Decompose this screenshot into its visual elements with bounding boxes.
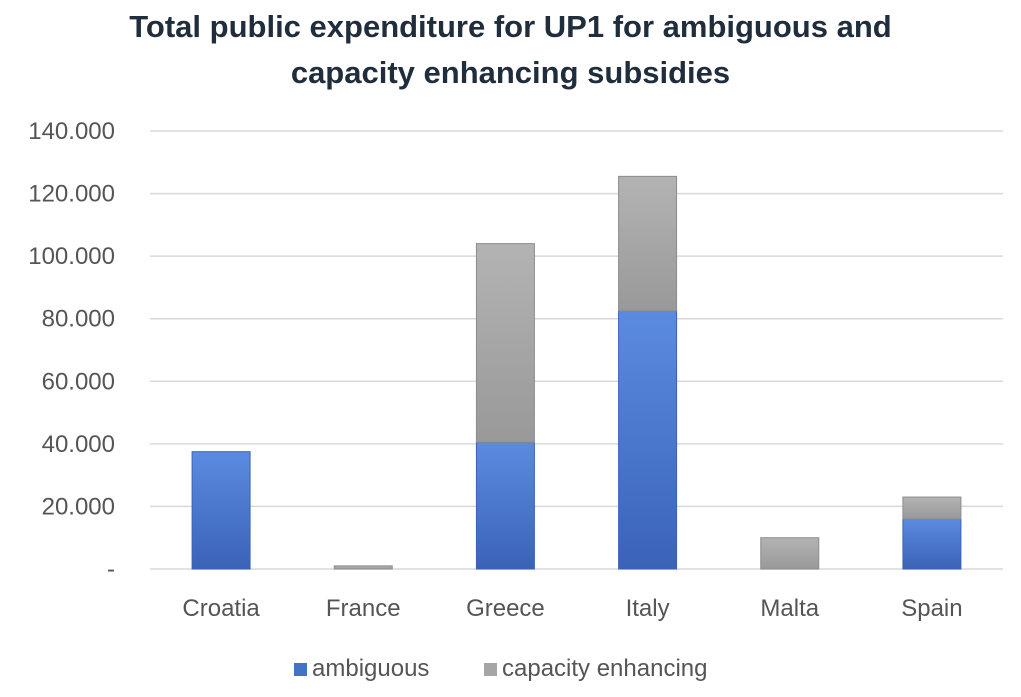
y-tick-label: 40.000 [42,431,115,458]
x-tick-label: France [326,595,401,622]
bar-capacity-enhancing-italy [618,175,678,312]
legend-label: ambiguous [312,655,429,682]
y-tick-label: 140.000 [28,118,115,145]
bar-capacity-enhancing-malta [760,537,820,570]
chart-title-line-2: capacity enhancing subsidies [290,55,731,90]
bar-ambiguous-italy [618,310,678,570]
x-tick-label: Spain [901,595,962,622]
bar-ambiguous-croatia [191,451,251,570]
y-tick-label: - [107,556,115,583]
x-tick-label: Croatia [182,595,260,622]
bar-capacity-enhancing-spain [902,496,962,520]
legend-swatch [294,663,307,676]
chart-title-line-1: Total public expenditure for UP1 for amb… [129,9,892,44]
x-tick-label: Italy [626,595,670,622]
bar-ambiguous-spain [902,518,962,570]
legend-label: capacity enhancing [502,655,707,682]
bar-capacity-enhancing-greece [475,243,535,443]
x-tick-label: Greece [466,595,545,622]
y-tick-label: 20.000 [42,493,115,520]
y-tick-label: 80.000 [42,306,115,333]
x-tick-label: Malta [760,595,819,622]
bar-ambiguous-greece [475,441,535,570]
y-tick-label: 120.000 [28,181,115,208]
y-tick-label: 60.000 [42,368,115,395]
legend-swatch [484,663,497,676]
bar-capacity-enhancing-france [333,565,393,570]
y-tick-label: 100.000 [28,243,115,270]
chart-title: Total public expenditure for UP1 for amb… [0,4,1021,96]
